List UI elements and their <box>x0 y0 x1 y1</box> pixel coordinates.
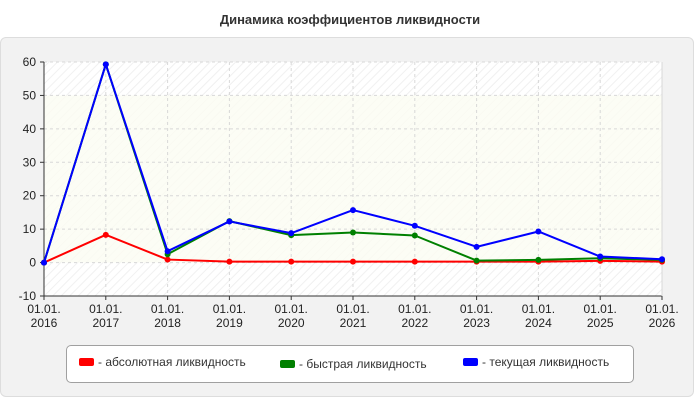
chart-title: Динамика коэффициентов ликвидности <box>219 12 481 27</box>
data-point-current <box>350 207 356 214</box>
data-point-current <box>164 248 171 255</box>
legend-item-absolute: - абсолютная ликвидность <box>79 355 246 369</box>
data-point-current <box>288 230 295 237</box>
x-tick-label: 01.01. 2020 <box>275 302 308 330</box>
x-tick-label: 01.01. 2024 <box>522 302 555 330</box>
data-point-current <box>102 61 109 68</box>
data-point-current <box>535 228 542 235</box>
data-point-absolute <box>411 258 418 265</box>
data-point-absolute <box>226 258 233 265</box>
y-tick-label: 50 <box>23 88 37 102</box>
x-tick-label: 01.01. 2019 <box>213 302 246 330</box>
x-tick-label: 01.01. 2022 <box>398 302 431 330</box>
x-tick-label: 01.01. 2016 <box>27 302 60 330</box>
x-tick-label: 01.01. 2026 <box>645 302 678 330</box>
data-point-absolute <box>288 258 295 265</box>
legend-label-current: - текущая ликвидность <box>482 355 610 369</box>
data-point-quick <box>473 257 480 264</box>
x-tick-label: 01.01. 2018 <box>151 302 184 330</box>
x-tick-label: 01.01. 2023 <box>460 302 493 330</box>
data-point-current <box>473 243 480 250</box>
data-point-quick <box>350 229 356 236</box>
data-point-absolute <box>164 256 171 263</box>
data-point-current <box>597 253 604 260</box>
y-tick-label: 40 <box>23 122 37 136</box>
x-tick-label: 01.01. 2025 <box>584 302 617 330</box>
data-point-current <box>659 256 665 263</box>
legend-item-quick: - быстрая ликвидность <box>280 357 427 371</box>
y-tick-label: -10 <box>19 289 37 303</box>
y-tick-label: 0 <box>29 256 36 270</box>
data-point-absolute <box>350 258 356 265</box>
data-point-current <box>41 259 47 266</box>
legend-item-current: - текущая ликвидность <box>463 355 609 369</box>
y-tick-label: 30 <box>23 155 37 169</box>
data-point-absolute <box>102 231 109 238</box>
chart-legend: - абсолютная ликвидность - быстрая ликви… <box>66 345 634 383</box>
data-point-quick <box>411 232 418 239</box>
x-tick-label: 01.01. 2017 <box>89 302 122 330</box>
data-point-current <box>226 218 233 225</box>
data-point-quick <box>535 256 542 263</box>
legend-swatch-absolute <box>79 358 94 366</box>
legend-swatch-quick <box>280 360 295 368</box>
legend-label-quick: - быстрая ликвидность <box>299 357 427 371</box>
y-tick-label: 10 <box>23 222 37 236</box>
y-tick-label: 60 <box>23 55 37 69</box>
x-tick-label: 01.01. 2021 <box>336 302 369 330</box>
data-point-current <box>411 222 418 229</box>
y-tick-label: 20 <box>23 189 37 203</box>
legend-label-absolute: - абсолютная ликвидность <box>98 355 246 369</box>
legend-swatch-current <box>463 358 478 366</box>
